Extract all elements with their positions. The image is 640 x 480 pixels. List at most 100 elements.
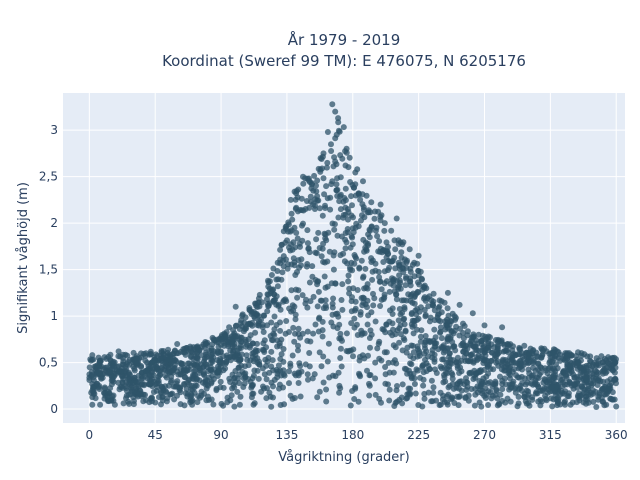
data-point (444, 289, 451, 296)
data-point (499, 324, 506, 331)
data-point (213, 387, 220, 394)
data-point (350, 353, 356, 360)
data-point (94, 380, 101, 387)
data-point (108, 381, 115, 388)
data-point (372, 318, 379, 325)
data-point (154, 380, 161, 387)
data-point (347, 266, 354, 273)
data-point (226, 324, 233, 331)
data-point (418, 327, 425, 334)
data-point (543, 397, 550, 404)
data-point (446, 350, 453, 357)
data-point (243, 325, 250, 332)
data-point (259, 299, 265, 306)
data-point (362, 239, 369, 246)
data-point (364, 281, 371, 288)
data-point (320, 150, 327, 157)
data-point (374, 233, 381, 240)
data-point (177, 348, 184, 355)
data-point (430, 302, 436, 309)
data-point (477, 383, 484, 389)
data-point (291, 224, 298, 231)
data-point (480, 344, 487, 351)
data-point (198, 361, 205, 368)
data-point (133, 379, 140, 386)
data-point (252, 315, 258, 322)
data-point (310, 293, 317, 300)
data-point (519, 366, 526, 373)
data-point (604, 359, 611, 366)
data-point (553, 396, 560, 403)
data-point (482, 333, 489, 340)
data-point (145, 363, 152, 370)
data-point (455, 402, 462, 409)
data-point (220, 384, 227, 391)
data-point (320, 379, 327, 386)
data-point (416, 281, 423, 288)
data-point (300, 180, 307, 187)
data-point (345, 278, 352, 285)
data-point (366, 234, 373, 241)
data-point (401, 337, 408, 343)
data-point (232, 303, 239, 310)
data-point (391, 254, 398, 261)
data-point (188, 353, 195, 360)
data-point (498, 337, 505, 344)
data-point (449, 375, 456, 382)
data-point (316, 349, 323, 356)
data-point (420, 369, 427, 376)
data-point (339, 281, 346, 288)
data-point (507, 354, 514, 361)
data-point (318, 363, 325, 370)
data-point (431, 358, 438, 365)
data-point (293, 190, 300, 197)
data-point (251, 400, 258, 407)
data-point (376, 395, 383, 402)
data-point (199, 379, 206, 386)
data-point (306, 279, 313, 286)
data-point (381, 291, 388, 298)
data-point (364, 285, 371, 292)
data-point (321, 259, 328, 266)
data-point (318, 297, 325, 304)
data-point (515, 393, 522, 400)
data-point (101, 384, 108, 391)
data-point (343, 330, 350, 337)
data-point (123, 392, 130, 399)
data-point (411, 381, 418, 387)
data-point (472, 343, 479, 350)
data-point (367, 227, 374, 234)
data-point (335, 119, 342, 126)
data-point (316, 205, 323, 212)
data-point (437, 318, 444, 325)
data-point (174, 341, 181, 347)
data-point (559, 376, 565, 383)
data-point (509, 359, 515, 366)
data-point (526, 359, 533, 366)
data-point (302, 361, 309, 368)
data-point (564, 381, 571, 388)
data-point (493, 387, 500, 394)
data-point (236, 401, 243, 408)
data-point (336, 382, 343, 389)
data-point (89, 387, 96, 394)
data-point (316, 314, 323, 321)
data-point (347, 402, 354, 409)
data-point (178, 361, 185, 368)
data-point (429, 350, 436, 357)
data-point (342, 245, 349, 252)
data-point (454, 365, 461, 372)
data-point (390, 369, 397, 376)
data-point (325, 229, 332, 236)
data-point (268, 348, 275, 355)
data-point (338, 297, 345, 303)
data-point (601, 402, 608, 409)
data-point (284, 237, 290, 244)
data-point (367, 372, 374, 378)
data-point (96, 360, 103, 366)
data-point (504, 360, 511, 367)
data-point (324, 283, 331, 290)
data-point (217, 378, 224, 385)
data-point (403, 395, 410, 402)
data-point (593, 404, 600, 410)
